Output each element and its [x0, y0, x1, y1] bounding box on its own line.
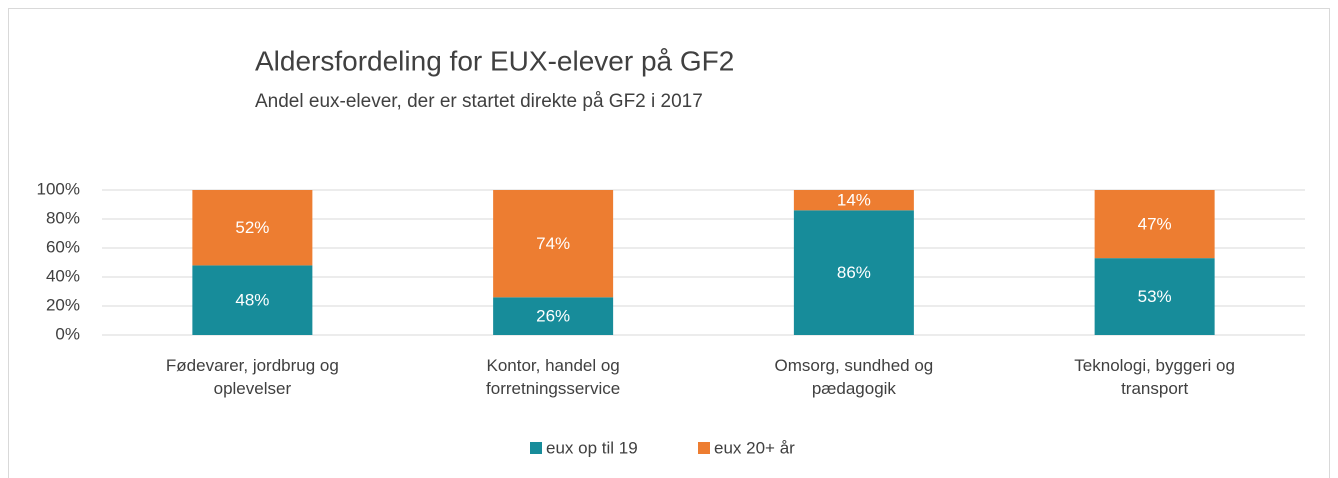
- bar-segment: [493, 297, 614, 335]
- chart-subtitle: Andel eux-elever, der er startet direkte…: [255, 91, 703, 112]
- legend-swatch: [530, 442, 542, 454]
- chart-title: Aldersfordeling for EUX-elever på GF2: [255, 45, 734, 76]
- bar-segment: [793, 190, 914, 211]
- data-label: 47%: [1138, 215, 1172, 234]
- bar-segment: [493, 190, 614, 298]
- data-label: 52%: [235, 218, 269, 237]
- bar-segment: [793, 210, 914, 335]
- data-label: 53%: [1138, 287, 1172, 306]
- y-tick-label: 60%: [46, 237, 80, 256]
- bar-segment: [1094, 258, 1215, 335]
- y-tick-label: 20%: [46, 295, 80, 314]
- x-tick-label: Kontor, handel og forretningsservice: [486, 356, 621, 398]
- x-tick-label: Omsorg, sundhed og pædagogik: [774, 356, 934, 398]
- legend-label: eux op til 19: [546, 438, 638, 457]
- x-tick-label: Teknologi, byggeri og transport: [1074, 356, 1235, 398]
- bar-segment: [192, 190, 313, 266]
- x-tick-label: Fødevarer, jordbrug og oplevelser: [165, 356, 339, 398]
- bar-segment: [192, 265, 313, 335]
- data-label: 74%: [536, 234, 570, 253]
- legend-swatch: [698, 442, 710, 454]
- data-label: 14%: [837, 191, 871, 210]
- y-tick-label: 40%: [46, 266, 80, 285]
- data-label: 86%: [837, 263, 871, 282]
- y-tick-label: 100%: [37, 179, 80, 198]
- data-label: 48%: [235, 291, 269, 310]
- y-tick-label: 0%: [55, 324, 80, 343]
- bar-segment: [1094, 190, 1215, 259]
- legend-label: eux 20+ år: [714, 438, 795, 457]
- chart-border: [8, 8, 1330, 478]
- y-tick-label: 80%: [46, 208, 80, 227]
- data-label: 26%: [536, 307, 570, 326]
